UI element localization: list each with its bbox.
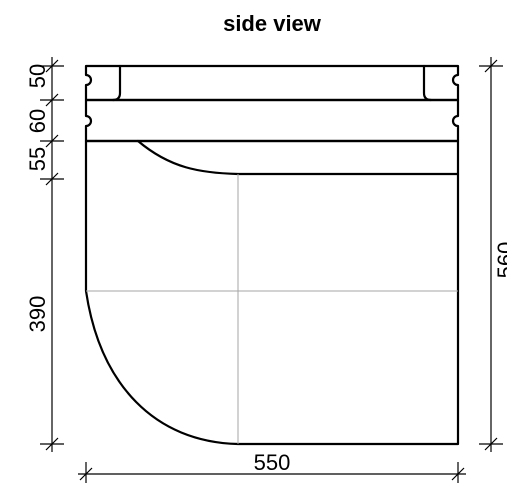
dimension-label-550: 550 [254, 450, 291, 475]
drawing-title: side view [223, 11, 322, 36]
seat-body [84, 139, 460, 446]
dimension-label-560: 560 [493, 242, 507, 279]
guide-lines [86, 174, 458, 444]
dimension-label-50: 50 [25, 64, 50, 88]
dimension-label-60: 60 [25, 109, 50, 133]
dimension-label-55: 55 [25, 147, 50, 171]
bottom-dimension-line [78, 462, 466, 483]
top-rail [84, 64, 460, 102]
middle-rail [84, 98, 460, 143]
right-dimension-line [479, 57, 503, 452]
left-dimension-line [40, 57, 64, 452]
dimension-label-390: 390 [25, 296, 50, 333]
